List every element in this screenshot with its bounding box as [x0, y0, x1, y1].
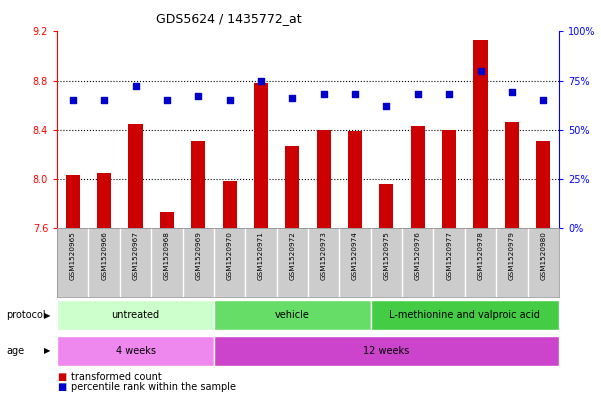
- Text: GSM1520980: GSM1520980: [540, 231, 546, 280]
- Point: [68, 97, 78, 103]
- Bar: [442, 130, 456, 228]
- Text: transformed count: transformed count: [71, 372, 162, 382]
- Bar: [317, 130, 331, 228]
- Point: [350, 91, 360, 97]
- Text: ▶: ▶: [44, 346, 50, 355]
- Text: 4 weeks: 4 weeks: [115, 346, 156, 356]
- Text: 12 weeks: 12 weeks: [363, 346, 409, 356]
- Text: age: age: [6, 346, 24, 356]
- Text: GSM1520974: GSM1520974: [352, 231, 358, 280]
- Point: [130, 83, 140, 90]
- Point: [287, 95, 297, 101]
- Bar: [97, 173, 111, 228]
- Bar: [379, 184, 394, 228]
- Text: GSM1520968: GSM1520968: [164, 231, 170, 280]
- Text: ▶: ▶: [44, 311, 50, 320]
- Text: GSM1520969: GSM1520969: [195, 231, 201, 280]
- Bar: [505, 122, 519, 228]
- Text: GSM1520967: GSM1520967: [132, 231, 138, 280]
- Point: [162, 97, 172, 103]
- Bar: [348, 131, 362, 228]
- Bar: [160, 212, 174, 228]
- Point: [99, 97, 109, 103]
- Text: GSM1520970: GSM1520970: [227, 231, 233, 280]
- Text: GDS5624 / 1435772_at: GDS5624 / 1435772_at: [156, 12, 301, 25]
- Text: GSM1520975: GSM1520975: [383, 231, 389, 280]
- Bar: [410, 126, 425, 228]
- Text: L-methionine and valproic acid: L-methionine and valproic acid: [389, 310, 540, 320]
- Text: GSM1520965: GSM1520965: [70, 231, 76, 280]
- Text: GSM1520971: GSM1520971: [258, 231, 264, 280]
- Point: [476, 68, 486, 74]
- Bar: [285, 146, 299, 228]
- Text: GSM1520978: GSM1520978: [478, 231, 484, 280]
- FancyBboxPatch shape: [57, 336, 214, 366]
- Bar: [222, 181, 237, 228]
- Point: [507, 89, 517, 95]
- Point: [194, 93, 203, 99]
- Text: percentile rank within the sample: percentile rank within the sample: [71, 382, 236, 392]
- Bar: [191, 141, 206, 228]
- Bar: [474, 40, 487, 228]
- Point: [225, 97, 234, 103]
- Text: ■: ■: [57, 372, 66, 382]
- Point: [256, 77, 266, 84]
- FancyBboxPatch shape: [214, 300, 371, 331]
- Point: [382, 103, 391, 109]
- Bar: [129, 123, 142, 228]
- Bar: [254, 83, 268, 228]
- Text: GSM1520976: GSM1520976: [415, 231, 421, 280]
- Text: GSM1520972: GSM1520972: [289, 231, 295, 280]
- Point: [444, 91, 454, 97]
- Text: protocol: protocol: [6, 310, 46, 320]
- FancyBboxPatch shape: [57, 300, 214, 331]
- FancyBboxPatch shape: [371, 300, 559, 331]
- Text: ■: ■: [57, 382, 66, 392]
- Point: [319, 91, 329, 97]
- Text: GSM1520979: GSM1520979: [509, 231, 515, 280]
- FancyBboxPatch shape: [214, 336, 559, 366]
- Text: GSM1520977: GSM1520977: [446, 231, 452, 280]
- Text: GSM1520973: GSM1520973: [321, 231, 327, 280]
- Text: untreated: untreated: [111, 310, 160, 320]
- Point: [413, 91, 423, 97]
- Text: GSM1520966: GSM1520966: [101, 231, 107, 280]
- Text: vehicle: vehicle: [275, 310, 310, 320]
- Point: [538, 97, 548, 103]
- Bar: [536, 141, 551, 228]
- Bar: [66, 175, 80, 228]
